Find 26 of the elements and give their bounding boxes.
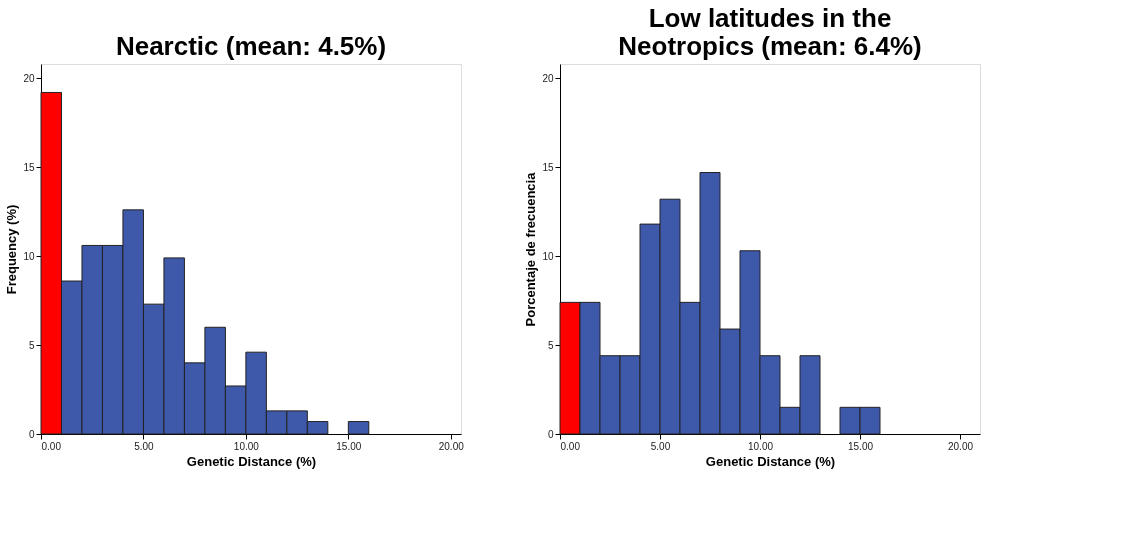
y-tick-label: 15 xyxy=(542,161,554,173)
y-tick-label: 5 xyxy=(547,339,554,351)
x-tick-label: 10.00 xyxy=(747,440,774,452)
x-tick-label: 0.00 xyxy=(41,440,62,452)
x-tick-label: 5.00 xyxy=(134,440,155,452)
y-tick-label: 10 xyxy=(23,250,35,262)
y-tick-label: 10 xyxy=(542,250,554,262)
y-tick-label: 20 xyxy=(542,72,554,84)
y-tick-label: 5 xyxy=(28,339,35,351)
y-tick-label: 15 xyxy=(23,161,35,173)
chart-title: Low latitudes in the Neotropics (mean: 6.4%) xyxy=(618,3,922,61)
y-tick-label: 20 xyxy=(23,72,35,84)
x-tick-label: 5.00 xyxy=(650,440,671,452)
x-tick-label: 15.00 xyxy=(847,440,874,452)
y-tick-label: 0 xyxy=(28,428,35,440)
y-tick-label: 0 xyxy=(547,428,554,440)
x-tick-label: 0.00 xyxy=(560,440,581,452)
x-tick-label: 20.00 xyxy=(438,440,465,452)
x-axis-title: Genetic Distance (%) xyxy=(186,453,317,469)
x-tick-label: 15.00 xyxy=(336,440,362,452)
x-tick-label: 10.00 xyxy=(233,440,260,452)
y-axis-title: Porcentaje de frecuencia xyxy=(523,171,539,327)
chart-title: Nearctic (mean: 4.5%) xyxy=(115,31,387,61)
x-tick-label: 20.00 xyxy=(947,440,974,452)
x-axis-title: Genetic Distance (%) xyxy=(705,453,836,469)
y-axis-title: Frequency (%) xyxy=(4,204,20,295)
